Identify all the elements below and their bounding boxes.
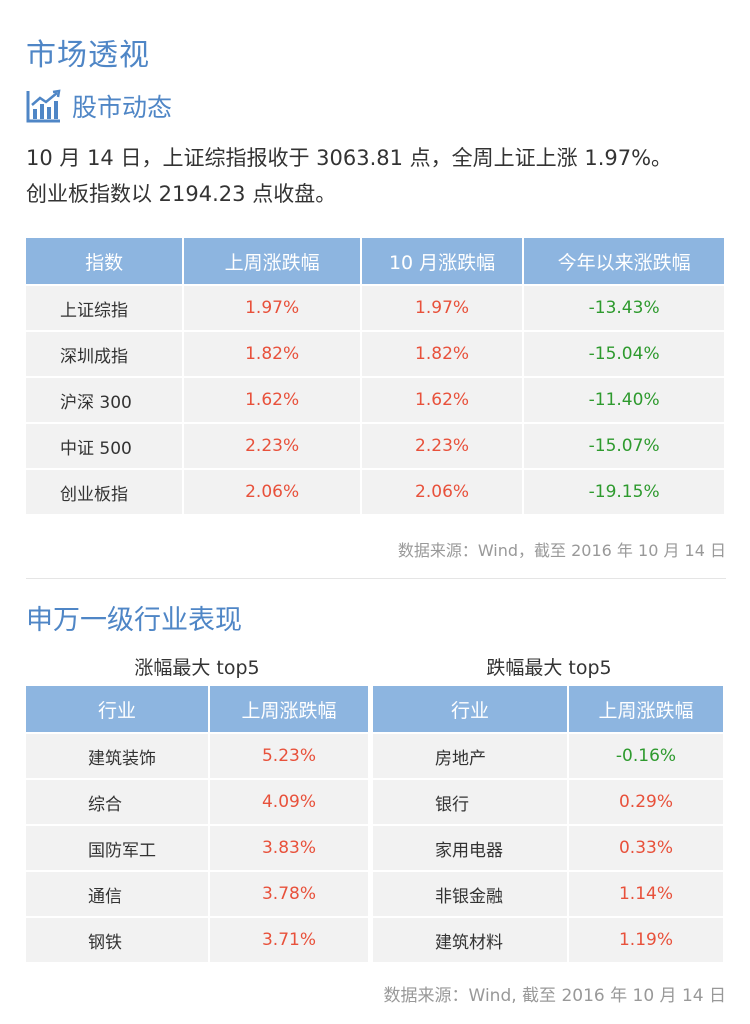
col-header-industry: 行业 [26, 686, 208, 732]
week-change: 3.71% [210, 918, 368, 962]
bar-chart-trend-icon [26, 89, 61, 123]
summary-line-2: 创业板指数以 2194.23 点收盘。 [26, 182, 337, 206]
week-change: 0.33% [569, 826, 723, 870]
ytd-change: -19.15% [524, 470, 724, 514]
week-change: 0.29% [569, 780, 723, 824]
table-header: 行业 上周涨跌幅 [26, 686, 368, 732]
summary-line-1: 10 月 14 日，上证综指报收于 3063.81 点，全周上证上涨 1.97%… [26, 146, 673, 170]
top-gainers-table: 行业 上周涨跌幅 建筑装饰 5.23% 综合 4.09% 国防军工 3.83% … [24, 684, 370, 964]
table-row: 建筑材料 1.19% [373, 918, 723, 962]
table-row: 通信 3.78% [26, 872, 368, 916]
divider [26, 578, 726, 579]
table-row: 家用电器 0.33% [373, 826, 723, 870]
col-header-index: 指数 [26, 238, 183, 284]
table-row: 创业板指 2.06% 2.06% -19.15% [26, 470, 724, 514]
index-table: 指数 上周涨跌幅 10 月涨跌幅 今年以来涨跌幅 上证综指 1.97% 1.97… [24, 236, 726, 516]
month-change: 2.23% [361, 424, 523, 468]
col-header-industry: 行业 [373, 686, 567, 732]
col-header-ytd: 今年以来涨跌幅 [524, 238, 724, 284]
week-change: 3.83% [210, 826, 368, 870]
ytd-change: -15.04% [524, 332, 724, 376]
col-header-week: 上周涨跌幅 [184, 238, 360, 284]
ytd-change: -15.07% [524, 424, 724, 468]
week-change: 2.06% [184, 470, 360, 514]
col-header-week: 上周涨跌幅 [569, 686, 723, 732]
week-change: 1.97% [184, 286, 360, 330]
table-row: 非银金融 1.14% [373, 872, 723, 916]
index-name: 上证综指 [26, 286, 183, 330]
ytd-change: -11.40% [524, 378, 724, 422]
data-source-note: 数据来源：Wind，截至 2016 年 10 月 14 日 [397, 541, 726, 560]
table-row: 钢铁 3.71% [26, 918, 368, 962]
market-summary: 10 月 14 日，上证综指报收于 3063.81 点，全周上证上涨 1.97%… [26, 140, 726, 212]
week-change: 4.09% [210, 780, 368, 824]
month-change: 1.82% [361, 332, 523, 376]
week-change: 2.23% [184, 424, 360, 468]
top-losers-table: 行业 上周涨跌幅 房地产 -0.16% 银行 0.29% 家用电器 0.33% … [371, 684, 725, 964]
week-change: 3.78% [210, 872, 368, 916]
index-name: 中证 500 [26, 424, 183, 468]
table-row: 综合 4.09% [26, 780, 368, 824]
week-change: 1.19% [569, 918, 723, 962]
table-row: 国防军工 3.83% [26, 826, 368, 870]
industry-name: 非银金融 [373, 872, 567, 916]
top-gainers-caption: 涨幅最大 top5 [134, 657, 260, 679]
table-row: 中证 500 2.23% 2.23% -15.07% [26, 424, 724, 468]
industry-name: 国防军工 [26, 826, 208, 870]
month-change: 1.97% [361, 286, 523, 330]
week-change: 5.23% [210, 734, 368, 778]
col-header-month: 10 月涨跌幅 [361, 238, 523, 284]
table-row: 上证综指 1.97% 1.97% -13.43% [26, 286, 724, 330]
industry-name: 综合 [26, 780, 208, 824]
week-change: -0.16% [569, 734, 723, 778]
week-change: 1.82% [184, 332, 360, 376]
ytd-change: -13.43% [524, 286, 724, 330]
month-change: 2.06% [361, 470, 523, 514]
week-change: 1.62% [184, 378, 360, 422]
index-table-header: 指数 上周涨跌幅 10 月涨跌幅 今年以来涨跌幅 [26, 238, 724, 284]
col-header-week: 上周涨跌幅 [210, 686, 368, 732]
table-row: 房地产 -0.16% [373, 734, 723, 778]
section-label: 股市动态 [72, 93, 173, 122]
industry-name: 房地产 [373, 734, 567, 778]
industry-name: 钢铁 [26, 918, 208, 962]
table-row: 深圳成指 1.82% 1.82% -15.04% [26, 332, 724, 376]
industry-name: 建筑装饰 [26, 734, 208, 778]
data-source-note: 数据来源：Wind, 截至 2016 年 10 月 14 日 [383, 986, 726, 1006]
industry-name: 建筑材料 [373, 918, 567, 962]
industry-name: 家用电器 [373, 826, 567, 870]
top-losers-caption: 跌幅最大 top5 [486, 657, 612, 679]
table-header: 行业 上周涨跌幅 [373, 686, 723, 732]
index-name: 创业板指 [26, 470, 183, 514]
week-change: 1.14% [569, 872, 723, 916]
section-title-industry: 申万一级行业表现 [26, 605, 242, 636]
section-header-stock: 股市动态 [26, 88, 172, 124]
industry-name: 银行 [373, 780, 567, 824]
index-name: 深圳成指 [26, 332, 183, 376]
table-row: 建筑装饰 5.23% [26, 734, 368, 778]
month-change: 1.62% [361, 378, 523, 422]
index-name: 沪深 300 [26, 378, 183, 422]
industry-name: 通信 [26, 872, 208, 916]
table-row: 沪深 300 1.62% 1.62% -11.40% [26, 378, 724, 422]
table-row: 银行 0.29% [373, 780, 723, 824]
page-title: 市场透视 [26, 38, 150, 73]
